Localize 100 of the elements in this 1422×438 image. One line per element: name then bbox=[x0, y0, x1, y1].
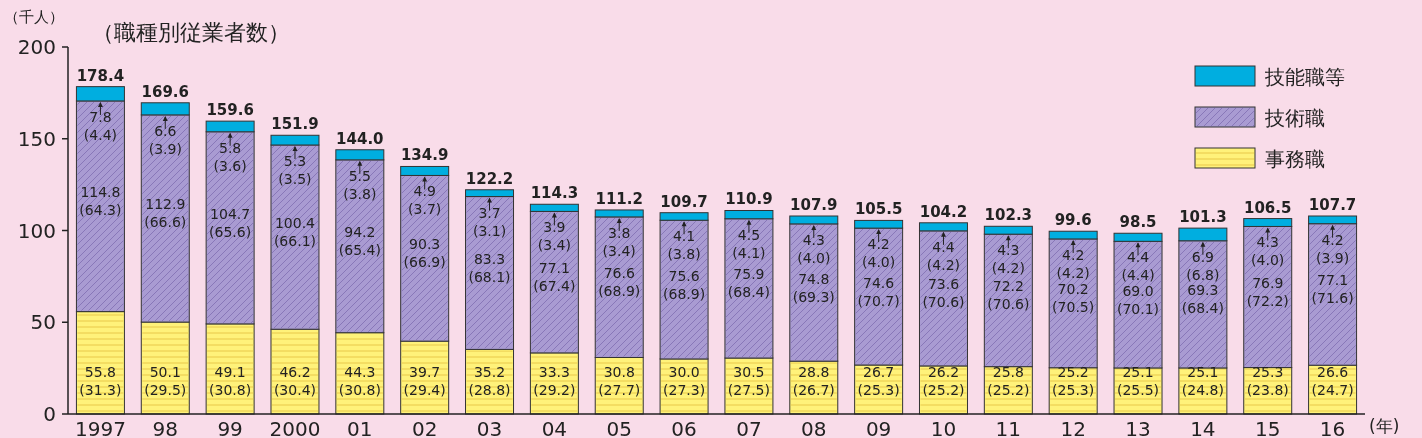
legend-label: 事務職 bbox=[1265, 147, 1325, 171]
data-label: 50.1 (29.5) bbox=[144, 364, 187, 398]
x-tick-label: 02 bbox=[411, 417, 438, 438]
total-label: 107.7 bbox=[1308, 196, 1357, 214]
data-label: 44.3 (30.8) bbox=[338, 364, 381, 398]
data-label: 4.5 (4.1) bbox=[732, 226, 766, 261]
total-label: 159.6 bbox=[206, 101, 254, 120]
x-tick-label: 07 bbox=[736, 417, 762, 438]
total-label: 144.0 bbox=[336, 129, 384, 148]
data-label: 26.7 (25.3) bbox=[857, 364, 900, 398]
total-label: 178.4 bbox=[76, 66, 125, 85]
x-tick-label: 1997 bbox=[74, 417, 126, 438]
data-label: 4.3 (4.2) bbox=[991, 242, 1025, 277]
data-label: 4.3 (4.0) bbox=[797, 231, 831, 266]
x-tick-label: 04 bbox=[541, 417, 568, 438]
data-label: 72.2 (70.6) bbox=[987, 278, 1030, 313]
data-label: 77.1 (71.6) bbox=[1311, 272, 1354, 307]
total-label: 98.5 bbox=[1119, 213, 1157, 232]
x-tick-label: 98 bbox=[152, 417, 178, 438]
y-tick-label: 200 bbox=[17, 35, 56, 59]
data-label: 6.9 (6.8) bbox=[1186, 248, 1220, 283]
data-label: 5.5 (3.8) bbox=[343, 167, 377, 202]
y-tick-label: 0 bbox=[43, 402, 56, 426]
data-label: 4.2 (3.9) bbox=[1315, 231, 1350, 266]
data-label: 69.0 (70.1) bbox=[1116, 282, 1160, 317]
data-label: 75.9 (68.4) bbox=[727, 266, 770, 301]
x-tick-label: 15 bbox=[1255, 417, 1281, 438]
data-label: 3.8 (3.4) bbox=[602, 224, 636, 259]
x-tick-label: 10 bbox=[930, 417, 957, 438]
total-label: 99.6 bbox=[1054, 211, 1092, 230]
x-tick-label: 11 bbox=[995, 417, 1022, 438]
x-tick-label: 03 bbox=[476, 417, 503, 438]
y-axis-title: （千人） bbox=[4, 8, 64, 26]
data-label: 114.8 (64.3) bbox=[79, 184, 122, 219]
x-tick-label: 13 bbox=[1125, 417, 1151, 438]
data-label: 83.3 (68.1) bbox=[468, 250, 511, 285]
x-tick-label: 05 bbox=[606, 417, 632, 438]
total-label: 101.3 bbox=[1179, 208, 1227, 227]
data-label: 26.6 (24.7) bbox=[1311, 364, 1354, 398]
data-label: 76.6 (68.9) bbox=[598, 265, 641, 300]
data-label: 94.2 (65.4) bbox=[338, 224, 381, 259]
data-label: 70.2 (70.5) bbox=[1052, 281, 1095, 316]
data-label: 30.5 (27.5) bbox=[727, 364, 770, 398]
total-label: 169.6 bbox=[141, 82, 189, 101]
data-label: 30.8 (27.7) bbox=[598, 364, 641, 398]
x-tick-label: 2000 bbox=[269, 417, 321, 438]
data-label: 3.7 (3.1) bbox=[472, 204, 507, 239]
legend-label: 技術職 bbox=[1264, 106, 1325, 130]
data-label: 25.1 (25.5) bbox=[1116, 364, 1160, 398]
data-label: 90.3 (66.9) bbox=[403, 236, 446, 271]
data-label: 4.9 (3.7) bbox=[408, 183, 442, 218]
data-label: 49.1 (30.8) bbox=[209, 364, 252, 398]
legend-label: 技能職等 bbox=[1264, 65, 1345, 89]
x-tick-label: 99 bbox=[217, 417, 243, 438]
data-label: 5.8 (3.6) bbox=[213, 139, 247, 174]
data-label: 112.9 (66.6) bbox=[144, 196, 187, 231]
x-tick-label: 08 bbox=[801, 417, 827, 438]
data-label: 26.2 (25.2) bbox=[922, 364, 965, 398]
data-label: 4.3 (4.0) bbox=[1251, 234, 1285, 269]
data-label: 73.6 (70.6) bbox=[922, 276, 965, 311]
total-label: 114.3 bbox=[530, 184, 579, 203]
data-label: 104.7 (65.6) bbox=[209, 205, 252, 240]
x-tick-label: 01 bbox=[347, 417, 373, 438]
total-label: 106.5 bbox=[1244, 198, 1292, 217]
x-tick-label: 14 bbox=[1190, 417, 1216, 438]
x-tick-label: 16 bbox=[1319, 417, 1346, 438]
data-label: 46.2 (30.4) bbox=[273, 364, 317, 398]
total-label: 109.7 bbox=[660, 192, 708, 211]
data-label: 4.4 (4.2) bbox=[926, 238, 961, 273]
data-label: 77.1 (67.4) bbox=[533, 260, 576, 295]
data-label: 4.2 (4.2) bbox=[1056, 246, 1090, 281]
total-label: 111.2 bbox=[595, 189, 643, 208]
x-tick-label: 12 bbox=[1060, 417, 1086, 438]
total-label: 105.5 bbox=[854, 200, 903, 219]
data-label: 55.8 (31.3) bbox=[79, 364, 122, 398]
y-tick-label: 50 bbox=[30, 310, 56, 335]
data-label: 100.4 (66.1) bbox=[273, 215, 317, 250]
total-label: 122.2 bbox=[465, 169, 514, 188]
data-label: 74.6 (70.7) bbox=[857, 274, 900, 309]
data-label: 7.8 (4.4) bbox=[83, 108, 118, 143]
data-label: 30.0 (27.3) bbox=[663, 364, 706, 398]
data-label: 4.4 (4.4) bbox=[1121, 249, 1155, 284]
data-label: 4.2 (4.0) bbox=[862, 236, 896, 271]
total-label: 107.9 bbox=[790, 196, 838, 214]
data-label: 76.9 (72.2) bbox=[1246, 275, 1289, 310]
data-label: 69.3 (68.4) bbox=[1181, 282, 1224, 317]
data-label: 5.3 (3.5) bbox=[278, 152, 312, 187]
x-tick-label: 09 bbox=[865, 417, 892, 438]
data-label: 25.3 (23.8) bbox=[1246, 364, 1289, 398]
data-label: 25.1 (24.8) bbox=[1181, 364, 1224, 398]
total-label: 110.9 bbox=[725, 190, 773, 209]
y-tick-label: 100 bbox=[17, 218, 56, 243]
y-tick-label: 150 bbox=[17, 126, 56, 151]
total-label: 151.9 bbox=[271, 115, 319, 134]
data-label: 33.3 (29.2) bbox=[533, 364, 576, 398]
data-label: 4.1 (3.8) bbox=[667, 228, 701, 263]
data-label: 25.2 (25.3) bbox=[1052, 364, 1095, 398]
data-label: 74.8 (69.3) bbox=[792, 270, 835, 305]
data-label: 3.9 (3.4) bbox=[537, 219, 571, 254]
data-label: 25.8 (25.2) bbox=[987, 364, 1030, 398]
